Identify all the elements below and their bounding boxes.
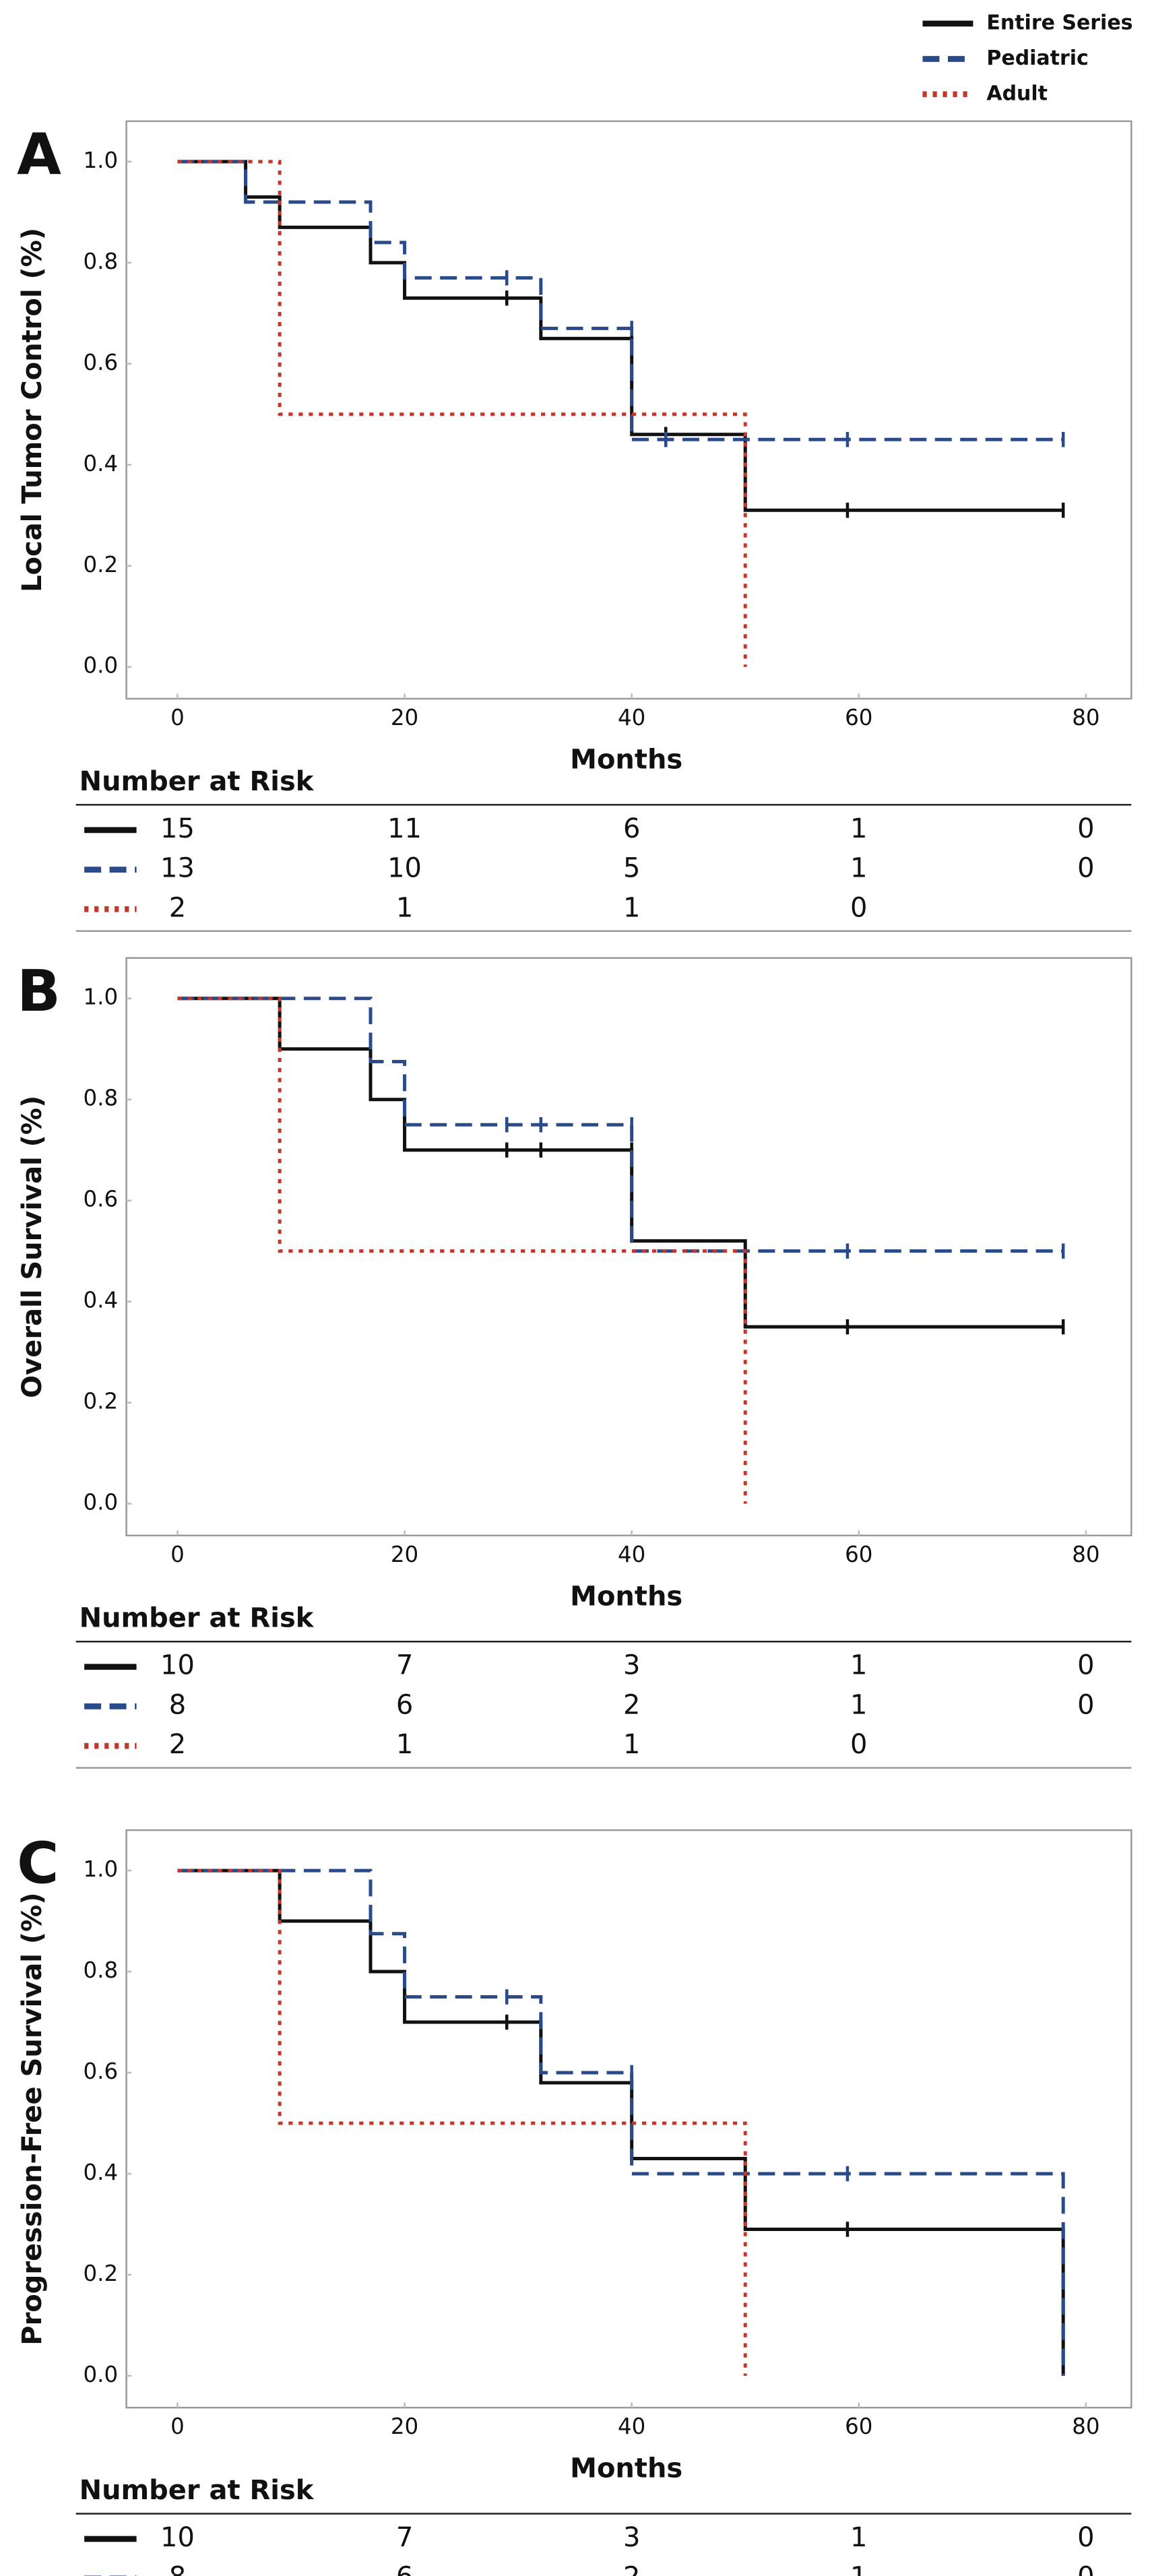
x-tick-label: 20 <box>391 1542 418 1567</box>
y-tick-label: 0.8 <box>83 1957 118 1983</box>
risk-count: 2 <box>169 1729 186 1760</box>
risk-count: 3 <box>623 1650 640 1681</box>
risk-count: 0 <box>1077 853 1094 884</box>
y-tick-label: 0.4 <box>83 451 118 476</box>
risk-count: 1 <box>623 1729 640 1760</box>
y-tick-label: 0.2 <box>83 552 118 577</box>
y-tick-label: 0.8 <box>83 249 118 274</box>
risk-count: 0 <box>850 892 867 923</box>
risk-table-title: Number at Risk <box>79 2475 315 2506</box>
risk-count: 6 <box>396 2562 413 2576</box>
y-tick-label: 0.4 <box>83 2160 118 2185</box>
risk-count: 2 <box>623 1689 640 1720</box>
risk-count: 5 <box>623 853 640 884</box>
risk-count: 13 <box>160 853 195 884</box>
y-tick-label: 0.6 <box>83 1187 118 1212</box>
x-tick-label: 60 <box>845 705 872 730</box>
risk-count: 7 <box>396 1650 413 1681</box>
risk-table-title: Number at Risk <box>79 1603 315 1634</box>
survival-curve <box>177 997 1064 1253</box>
survival-curve <box>177 1868 747 2376</box>
x-tick-label: 20 <box>391 2414 418 2439</box>
y-tick-label: 0.0 <box>83 1490 118 1515</box>
x-tick-label: 40 <box>618 1542 645 1567</box>
y-tick-label: 0.8 <box>83 1086 118 1111</box>
x-axis-title: Months <box>570 1581 682 1612</box>
risk-count: 6 <box>396 1689 413 1720</box>
legend-label: Entire Series <box>986 11 1132 34</box>
risk-count: 10 <box>387 853 422 884</box>
risk-count: 8 <box>169 1689 186 1720</box>
x-tick-label: 40 <box>618 705 645 730</box>
risk-count: 11 <box>387 813 422 844</box>
risk-count: 0 <box>1077 1689 1094 1720</box>
panel-label: A <box>17 121 61 188</box>
risk-count: 0 <box>1077 2522 1094 2553</box>
plot-frame <box>125 957 1132 1537</box>
x-axis-title: Months <box>570 2453 682 2484</box>
risk-count: 10 <box>160 2522 195 2553</box>
risk-count: 1 <box>850 2522 867 2553</box>
risk-count: 6 <box>623 813 640 844</box>
risk-count: 1 <box>850 1689 867 1720</box>
x-tick-label: 80 <box>1072 2414 1099 2439</box>
y-tick-label: 0.2 <box>83 2261 118 2286</box>
x-tick-label: 80 <box>1072 705 1099 730</box>
x-tick-label: 0 <box>170 1542 185 1567</box>
risk-count: 0 <box>1077 813 1094 844</box>
y-tick-label: 0.4 <box>83 1288 118 1313</box>
risk-count: 10 <box>160 1650 195 1681</box>
y-axis-title: Local Tumor Control (%) <box>17 228 48 592</box>
risk-count: 2 <box>169 892 186 923</box>
panel-label: C <box>17 1830 59 1897</box>
risk-count: 1 <box>850 2562 867 2576</box>
y-tick-label: 0.2 <box>83 1389 118 1414</box>
panel-label: B <box>17 958 61 1025</box>
risk-count: 7 <box>396 2522 413 2553</box>
y-axis-title: Overall Survival (%) <box>17 1096 48 1398</box>
y-axis-title: Progression-Free Survival (%) <box>17 1893 48 2346</box>
x-tick-label: 0 <box>170 2414 185 2439</box>
survival-curve <box>177 1868 1065 2376</box>
survival-curve <box>177 160 1064 441</box>
risk-table-title: Number at Risk <box>79 766 315 797</box>
x-tick-label: 60 <box>845 1542 872 1567</box>
survival-curve <box>177 160 747 667</box>
survival-curve <box>177 997 747 1504</box>
x-axis-title: Months <box>570 744 682 775</box>
risk-count: 1 <box>396 892 413 923</box>
plot-frame <box>125 1829 1132 2409</box>
risk-count: 15 <box>160 813 195 844</box>
risk-count: 0 <box>1077 2562 1094 2576</box>
legend-label: Pediatric <box>986 46 1088 70</box>
y-tick-label: 1.0 <box>83 148 118 173</box>
y-tick-label: 0.0 <box>83 653 118 679</box>
y-tick-label: 1.0 <box>83 1856 118 1882</box>
y-tick-label: 1.0 <box>83 984 118 1010</box>
risk-count: 0 <box>1077 1650 1094 1681</box>
y-tick-label: 0.6 <box>83 350 118 375</box>
risk-count: 1 <box>623 892 640 923</box>
x-tick-label: 80 <box>1072 1542 1099 1567</box>
risk-count: 1 <box>850 813 867 844</box>
risk-count: 8 <box>169 2562 186 2576</box>
legend-label: Adult <box>986 82 1048 105</box>
x-tick-label: 20 <box>391 705 418 730</box>
survival-curve <box>177 160 1064 512</box>
x-tick-label: 0 <box>170 705 185 730</box>
plot-frame <box>125 120 1132 700</box>
risk-count: 0 <box>850 1729 867 1760</box>
risk-count: 2 <box>623 2562 640 2576</box>
risk-count: 1 <box>396 1729 413 1760</box>
risk-count: 1 <box>850 853 867 884</box>
risk-count: 1 <box>850 1650 867 1681</box>
x-tick-label: 60 <box>845 2414 872 2439</box>
risk-count: 3 <box>623 2522 640 2553</box>
y-tick-label: 0.0 <box>83 2362 118 2387</box>
x-tick-label: 40 <box>618 2414 645 2439</box>
y-tick-label: 0.6 <box>83 2059 118 2084</box>
